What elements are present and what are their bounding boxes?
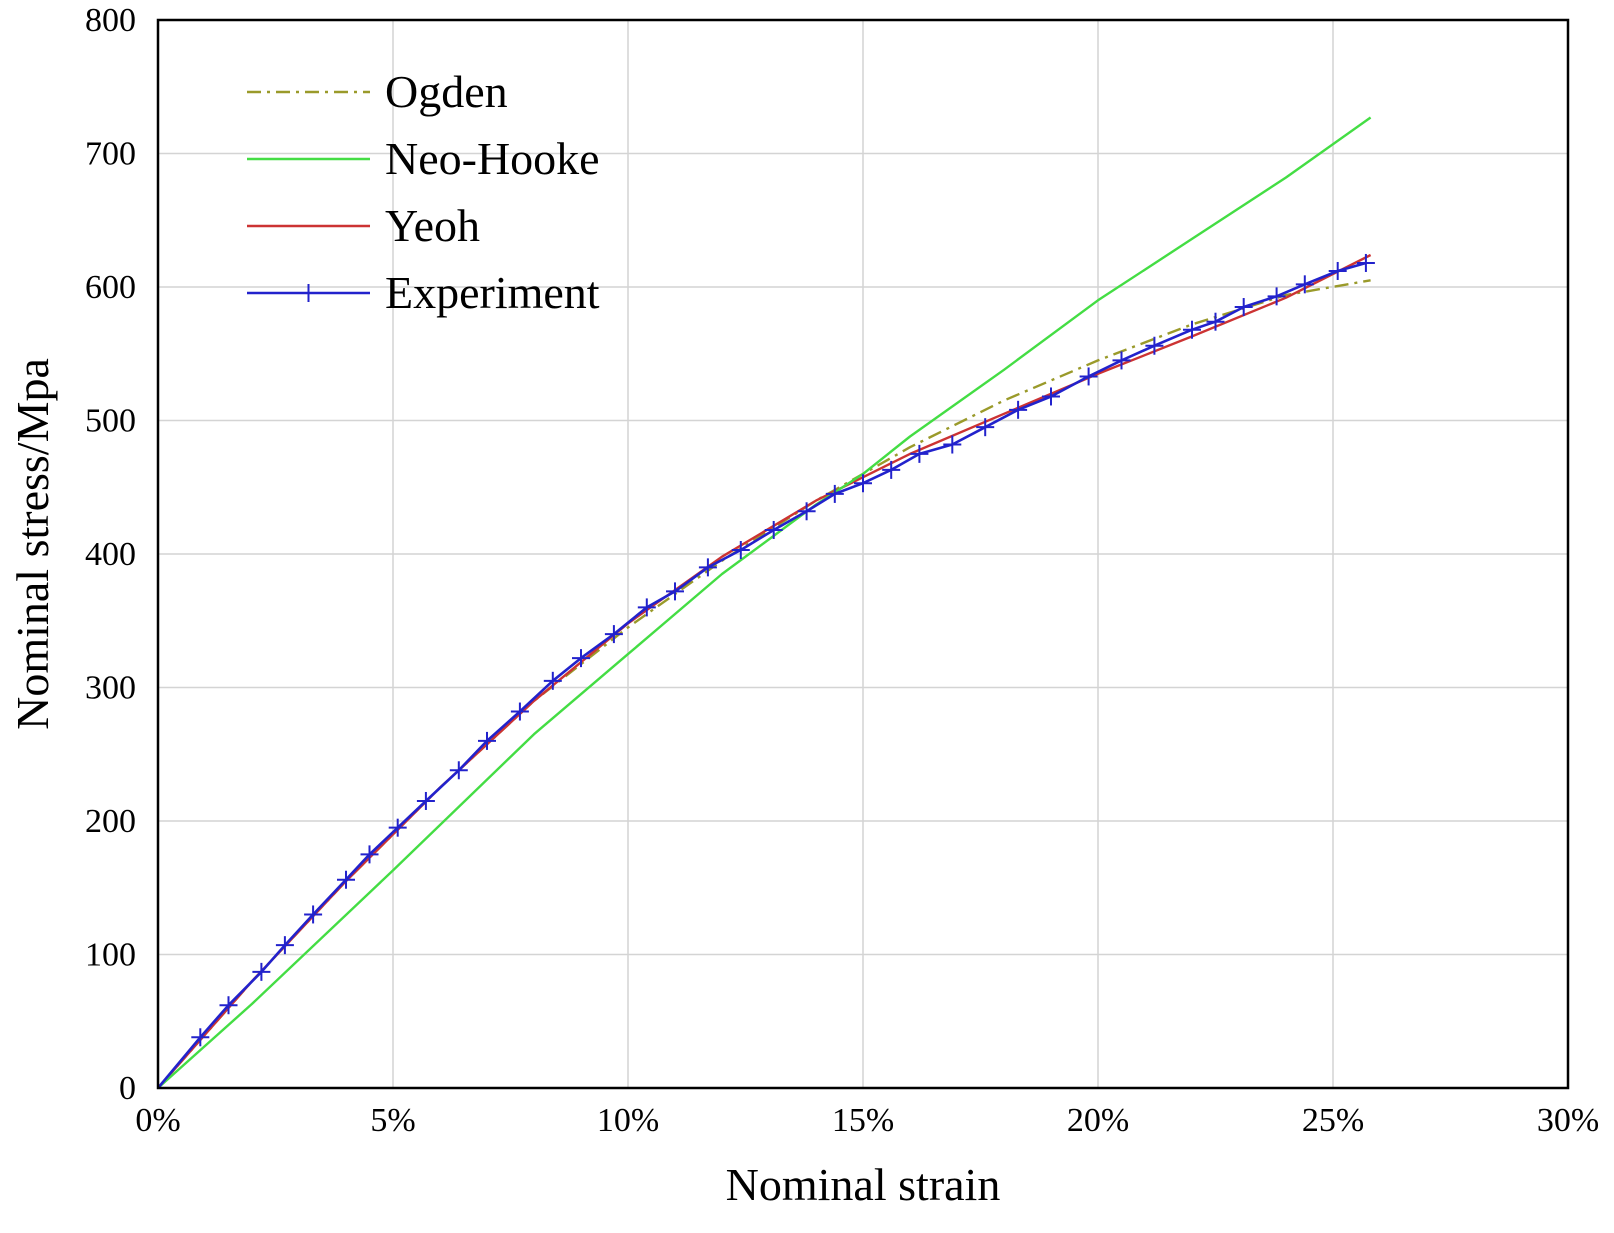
neo-hooke-series-line — [157, 116, 1372, 1089]
experiment-marker — [1356, 253, 1375, 272]
experiment-marker — [337, 870, 355, 889]
experiment-marker — [543, 671, 562, 690]
experiment-marker — [275, 936, 294, 955]
experiment-marker — [416, 791, 435, 810]
yeoh-series-line — [157, 253, 1372, 1089]
experiment-marker — [764, 520, 783, 539]
y-tick-label: 0 — [119, 1070, 136, 1107]
experiment-marker — [510, 702, 529, 721]
experiment-marker — [449, 761, 468, 780]
experiment-marker — [637, 598, 656, 617]
experiment-marker — [1112, 351, 1131, 370]
x-tick-label: 15% — [832, 1102, 894, 1139]
experiment-marker — [910, 444, 929, 463]
legend-label-ogden: Ogden — [385, 66, 508, 117]
experiment-marker — [731, 540, 750, 559]
y-tick-label: 400 — [85, 536, 136, 573]
legend-entry-experiment: Experiment — [247, 267, 600, 318]
y-tick-label: 700 — [85, 136, 136, 173]
experiment-marker — [825, 484, 844, 503]
legend-entry-yeoh: Yeoh — [247, 200, 480, 251]
experiment-marker — [698, 558, 717, 577]
experiment-marker — [1009, 400, 1028, 419]
legend-label-yeoh: Yeoh — [385, 200, 480, 251]
x-tick-label: 20% — [1067, 1102, 1129, 1139]
experiment-marker — [478, 731, 496, 750]
tick-labels: 0% 5% 10% 15% 20% 25% 30% 0 100 200 300 400 500 600 70… — [85, 2, 1599, 1139]
experiment-marker — [388, 818, 407, 837]
experiment-markers — [191, 253, 1375, 1047]
experiment-marker — [1042, 387, 1060, 406]
experiment-marker — [219, 996, 238, 1015]
experiment-marker — [252, 962, 271, 981]
x-tick-label: 25% — [1302, 1102, 1364, 1139]
y-tick-label: 600 — [85, 269, 136, 306]
legend-entry-ogden: Ogden — [247, 66, 508, 117]
y-axis-title: Nominal stress/Mpa — [7, 358, 58, 730]
y-tick-label: 100 — [85, 937, 136, 974]
experiment-marker — [797, 502, 816, 521]
experiment-marker — [1328, 261, 1347, 280]
y-tick-label: 500 — [85, 403, 136, 440]
experiment-marker — [299, 284, 318, 302]
experiment-marker — [304, 905, 323, 924]
plot-frame — [156, 18, 1570, 1090]
x-tick-label: 5% — [370, 1102, 415, 1139]
experiment-marker — [1183, 320, 1201, 339]
experiment-marker — [1079, 367, 1098, 386]
series-group — [157, 116, 1375, 1089]
legend-entry-neo-hooke: Neo-Hooke — [247, 133, 600, 184]
experiment-marker — [976, 418, 995, 437]
ogden-series-line — [157, 279, 1371, 1089]
experiment-marker — [1145, 336, 1164, 355]
experiment-marker — [604, 625, 623, 644]
x-tick-label: 30% — [1537, 1102, 1599, 1139]
experiment-marker — [1206, 312, 1225, 331]
x-tick-label: 0% — [135, 1102, 180, 1139]
experiment-marker — [1267, 287, 1286, 306]
x-axis-title: Nominal strain — [726, 1159, 1001, 1210]
y-tick-label: 800 — [85, 2, 136, 39]
experiment-marker — [572, 649, 590, 668]
experiment-marker — [1234, 298, 1253, 317]
experiment-marker — [854, 474, 872, 493]
experiment-marker — [360, 845, 379, 864]
experiment-marker — [666, 582, 684, 601]
x-tick-label: 10% — [597, 1102, 659, 1139]
experiment-series-line — [157, 261, 1367, 1089]
experiment-marker — [943, 435, 962, 454]
legend-label-neo-hooke: Neo-Hooke — [385, 133, 600, 184]
experiment-marker — [882, 460, 901, 479]
y-tick-label: 300 — [85, 670, 136, 707]
legend: Ogden Neo-Hooke Yeoh Experiment — [247, 66, 600, 318]
experiment-marker — [1295, 275, 1314, 294]
y-tick-label: 200 — [85, 803, 136, 840]
grid — [157, 19, 1569, 1089]
experiment-marker — [191, 1028, 210, 1047]
legend-label-experiment: Experiment — [385, 267, 600, 318]
